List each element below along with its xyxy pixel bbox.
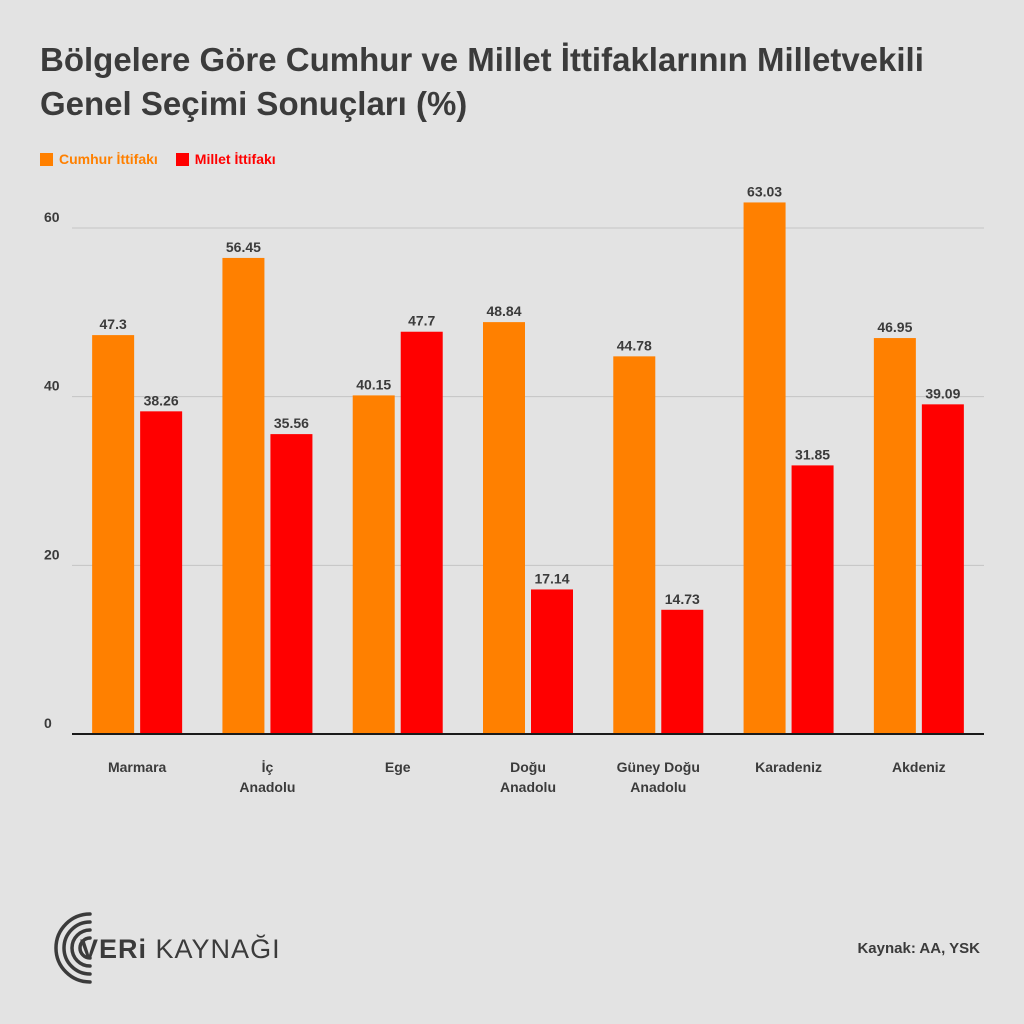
data-label: 56.45 [226, 239, 261, 255]
bar [921, 404, 964, 734]
bar [873, 338, 916, 734]
logo-text: VERi KAYNAĞI [80, 934, 281, 965]
data-label: 38.26 [144, 392, 179, 408]
data-label: 35.56 [274, 415, 309, 431]
bar [791, 465, 834, 734]
bar [222, 257, 265, 734]
bar [743, 202, 786, 734]
source-note: Kaynak: AA, YSK [857, 940, 980, 957]
legend-label-cumhur: Cumhur İttifakı [59, 151, 158, 167]
bar [140, 411, 183, 734]
x-tick-label: Ege [385, 759, 411, 775]
bar [531, 589, 573, 734]
logo-text-regular: KAYNAĞI [147, 934, 281, 964]
data-label: 48.84 [486, 303, 521, 319]
logo-arcs-icon [54, 912, 92, 984]
bar [400, 331, 443, 734]
data-label: 40.15 [356, 376, 391, 392]
bar [92, 335, 135, 734]
data-label: 47.3 [100, 316, 127, 332]
legend-label-millet: Millet İttifakı [194, 151, 276, 167]
y-tick-label: 20 [44, 546, 60, 562]
x-tick-label: Güney Doğu [617, 759, 700, 775]
x-tick-label: Karadeniz [755, 759, 822, 775]
logo-text-bold: VERi [80, 934, 148, 964]
data-label: 46.95 [877, 319, 912, 335]
x-tick-label: Doğu [510, 759, 546, 775]
x-tick-label: Marmara [108, 759, 167, 775]
legend-swatch-cumhur [40, 152, 53, 166]
bar [483, 322, 525, 734]
x-tick-label: Anadolu [500, 779, 556, 795]
data-label: 31.85 [795, 446, 830, 462]
bar [352, 395, 395, 734]
x-tick-label: İç [262, 759, 274, 775]
x-tick-label: Anadolu [630, 779, 686, 795]
chart-legend: Cumhur İttifakı Millet İttifakı [40, 151, 276, 167]
data-label: 44.78 [617, 337, 652, 353]
logo: VERi KAYNAĞI [40, 900, 300, 996]
legend-item-cumhur: Cumhur İttifakı [40, 151, 158, 167]
x-tick-label: Anadolu [239, 779, 295, 795]
y-tick-label: 60 [44, 209, 60, 225]
data-label: 14.73 [665, 591, 700, 607]
bar [661, 609, 704, 734]
chart-title: Bölgelere Göre Cumhur ve Millet İttifakl… [40, 41, 924, 122]
data-label: 39.09 [925, 385, 960, 401]
legend-swatch-millet [175, 152, 189, 166]
y-tick-label: 40 [44, 378, 60, 394]
y-tick-label: 0 [44, 715, 52, 731]
data-label: 17.14 [534, 570, 569, 586]
data-label: 47.7 [408, 313, 435, 329]
bar [613, 356, 656, 734]
bar [270, 434, 313, 734]
legend-item-millet: Millet İttifakı [175, 151, 276, 167]
data-label: 63.03 [747, 183, 782, 199]
x-tick-label: Akdeniz [892, 759, 946, 775]
